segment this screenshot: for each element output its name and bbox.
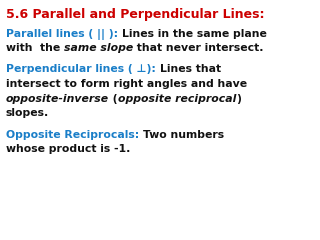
Text: same slope: same slope (64, 43, 133, 53)
Text: Opposite Reciprocals:: Opposite Reciprocals: (6, 130, 143, 139)
Text: with  the: with the (6, 43, 64, 53)
Text: 5.6 Parallel and Perpendicular Lines:: 5.6 Parallel and Perpendicular Lines: (6, 8, 265, 21)
Text: Parallel lines ( || ):: Parallel lines ( || ): (6, 29, 122, 40)
Text: Lines that: Lines that (160, 65, 221, 74)
Text: opposite reciprocal: opposite reciprocal (118, 94, 236, 104)
Text: (: ( (109, 94, 118, 104)
Text: intersect to form right angles and have: intersect to form right angles and have (6, 79, 247, 89)
Text: whose product is -1.: whose product is -1. (6, 144, 130, 154)
Text: ): ) (236, 94, 241, 104)
Text: slopes.: slopes. (6, 108, 49, 118)
Text: Lines in the same plane: Lines in the same plane (122, 29, 267, 39)
Text: Two numbers: Two numbers (143, 130, 224, 139)
Text: that never intersect.: that never intersect. (133, 43, 264, 53)
Text: Perpendicular lines ( ⊥):: Perpendicular lines ( ⊥): (6, 65, 160, 74)
Text: opposite-inverse: opposite-inverse (6, 94, 109, 104)
